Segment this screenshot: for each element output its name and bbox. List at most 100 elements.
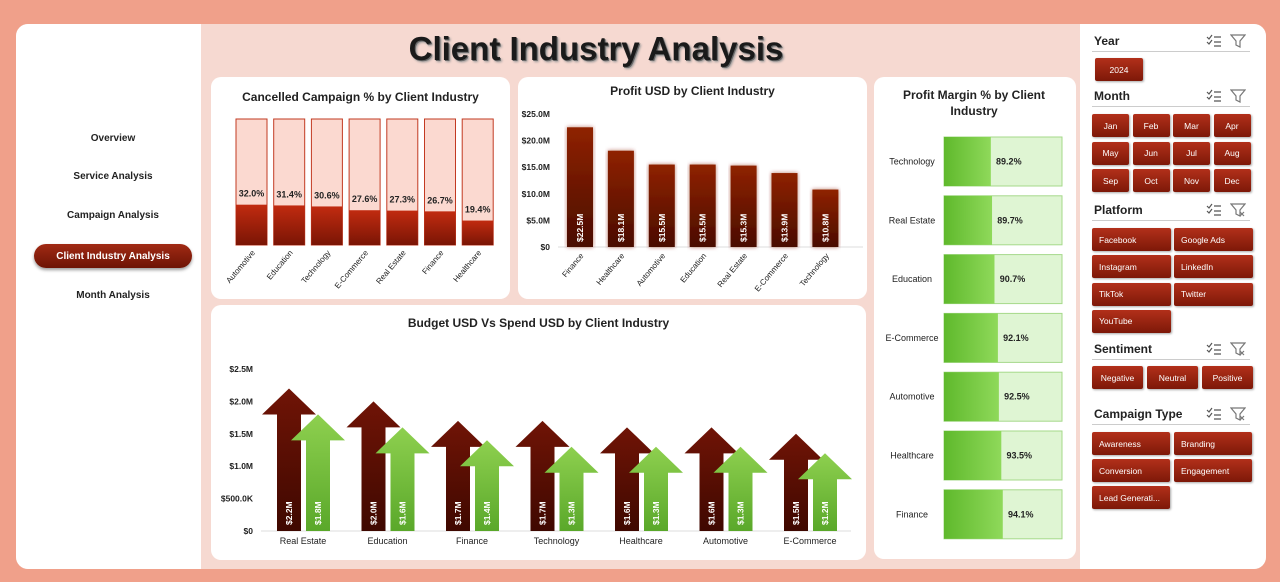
slicer-item-conversion[interactable]: Conversion [1092,459,1170,482]
data-label: 30.6% [314,190,340,200]
category-label: Real Estate [374,248,408,286]
y-tick-label: $1.5M [229,429,253,439]
data-label: $1.6M [622,501,632,525]
slicer-item-engagement[interactable]: Engagement [1174,459,1252,482]
slicer-item-lead-generati[interactable]: Lead Generati... [1092,486,1170,509]
left-navigation: Overview Service Analysis Campaign Analy… [16,24,201,569]
data-label: 19.4% [465,205,491,215]
multi-select-icon[interactable] [1206,341,1222,357]
slicer-item-tiktok[interactable]: TikTok [1092,282,1171,306]
category-label: Technology [300,249,333,286]
clear-filter-icon[interactable] [1230,341,1246,357]
cancelled-campaign-card: Cancelled Campaign % by Client Industry … [211,77,510,299]
data-label: 94.1% [1008,509,1034,519]
category-label: Automotive [703,536,748,546]
profit-margin-title: Profit Margin % by Client Industry [902,88,1045,118]
data-label: $1.6M [707,501,717,525]
nav-client-industry-analysis[interactable]: Client Industry Analysis [34,244,192,268]
slicer-item-dec[interactable]: Dec [1213,169,1251,192]
y-tick-label: $1.0M [229,461,253,471]
slicer-item-twitter[interactable]: Twitter [1174,282,1253,306]
spend-arrow [375,427,430,531]
data-label: 89.2% [996,157,1022,167]
data-label: $1.7M [453,501,463,525]
clear-filter-icon[interactable] [1230,33,1246,49]
category-label: Finance [456,536,488,546]
slicer-item-mar[interactable]: Mar [1173,114,1210,137]
bar [812,189,839,247]
slicer-item-facebook[interactable]: Facebook [1092,228,1171,251]
bar [386,210,418,245]
year-slicer-title: Year [1094,34,1120,48]
category-label: Education [265,249,295,282]
slicer-item-2024[interactable]: 2024 [1095,58,1143,81]
nav-service-analysis[interactable]: Service Analysis [73,170,153,182]
y-tick-label: $10.0M [522,189,550,199]
y-tick-label: $0 [244,526,254,536]
slicer-item-awareness[interactable]: Awareness [1092,432,1170,455]
slicer-item-jun[interactable]: Jun [1132,141,1170,165]
campaign-type-slicer-title: Campaign Type [1094,407,1183,421]
slicer-item-positive[interactable]: Positive [1202,366,1253,389]
profit-usd-chart: $0 $5.0M $10.0M $15.0M $20.0M $25.0M $22.5M Fin… [522,109,863,293]
slicer-item-negative[interactable]: Negative [1092,366,1143,389]
y-tick-label: $2.5M [229,364,253,374]
bar [567,127,593,247]
slicer-item-feb[interactable]: Feb [1132,114,1170,137]
budget-arrow [431,420,485,531]
slicer-item-nov[interactable]: Nov [1173,169,1210,192]
slicer-item-google-ads[interactable]: Google Ads [1174,228,1253,251]
budget-arrow [515,420,570,531]
data-label: $10.8M [820,214,830,242]
bar [607,150,634,247]
profit-usd-title: Profit USD by Client Industry [610,84,775,98]
month-slicer-header: Month [1092,85,1250,107]
budget-spend-title: Budget USD Vs Spend USD by Client Indust… [407,316,670,330]
sentiment-slicer-title: Sentiment [1094,342,1153,356]
slicer-item-linkedin[interactable]: LinkedIn [1174,255,1253,279]
category-label: Real Estate [280,536,327,546]
platform-slicer-title: Platform [1094,203,1143,217]
slicer-item-sep[interactable]: Sep [1092,169,1129,192]
slicer-item-jan[interactable]: Jan [1092,114,1129,137]
spend-arrow [798,453,852,531]
multi-select-icon[interactable] [1206,88,1222,104]
slicer-item-branding[interactable]: Branding [1174,432,1252,455]
nav-campaign-analysis[interactable]: Campaign Analysis [67,209,159,221]
category-label: E-Commerce [885,333,938,343]
nav-month-analysis[interactable]: Month Analysis [76,289,150,301]
slicer-item-jul[interactable]: Jul [1173,141,1210,165]
data-label: 27.3% [390,195,416,205]
slicer-item-apr[interactable]: Apr [1213,114,1251,137]
multi-select-icon[interactable] [1206,406,1222,422]
slicer-item-instagram[interactable]: Instagram [1092,255,1171,279]
multi-select-icon[interactable] [1206,202,1222,218]
data-label: 27.6% [352,194,378,204]
bar [349,210,381,245]
category-label: Finance [896,509,928,519]
slicer-item-oct[interactable]: Oct [1132,169,1170,192]
y-tick-label: $500.0K [221,494,254,504]
data-label: 31.4% [276,189,302,199]
year-slicer-header: Year [1092,30,1250,52]
dashboard-frame: Overview Service Analysis Campaign Analy… [16,24,1266,569]
bar [462,220,494,245]
category-label: Healthcare [595,251,627,287]
y-tick-label: $5.0M [526,215,550,225]
slicer-item-may[interactable]: May [1092,141,1129,165]
multi-select-icon[interactable] [1206,33,1222,49]
bar [273,205,305,245]
category-label: Education [367,536,407,546]
data-label: 32.0% [239,189,265,199]
clear-filter-icon[interactable] [1230,202,1246,218]
budget-spend-card: Budget USD Vs Spend USD by Client Indust… [211,305,866,560]
nav-overview[interactable]: Overview [90,132,136,144]
slicer-item-aug[interactable]: Aug [1213,141,1251,165]
bar [944,254,995,304]
spend-arrow [713,446,768,531]
slicer-item-neutral[interactable]: Neutral [1147,366,1198,389]
clear-filter-icon[interactable] [1230,406,1246,422]
category-label: Real Estate [716,251,750,289]
clear-filter-icon[interactable] [1230,88,1246,104]
slicer-item-youtube[interactable]: YouTube [1092,309,1171,333]
